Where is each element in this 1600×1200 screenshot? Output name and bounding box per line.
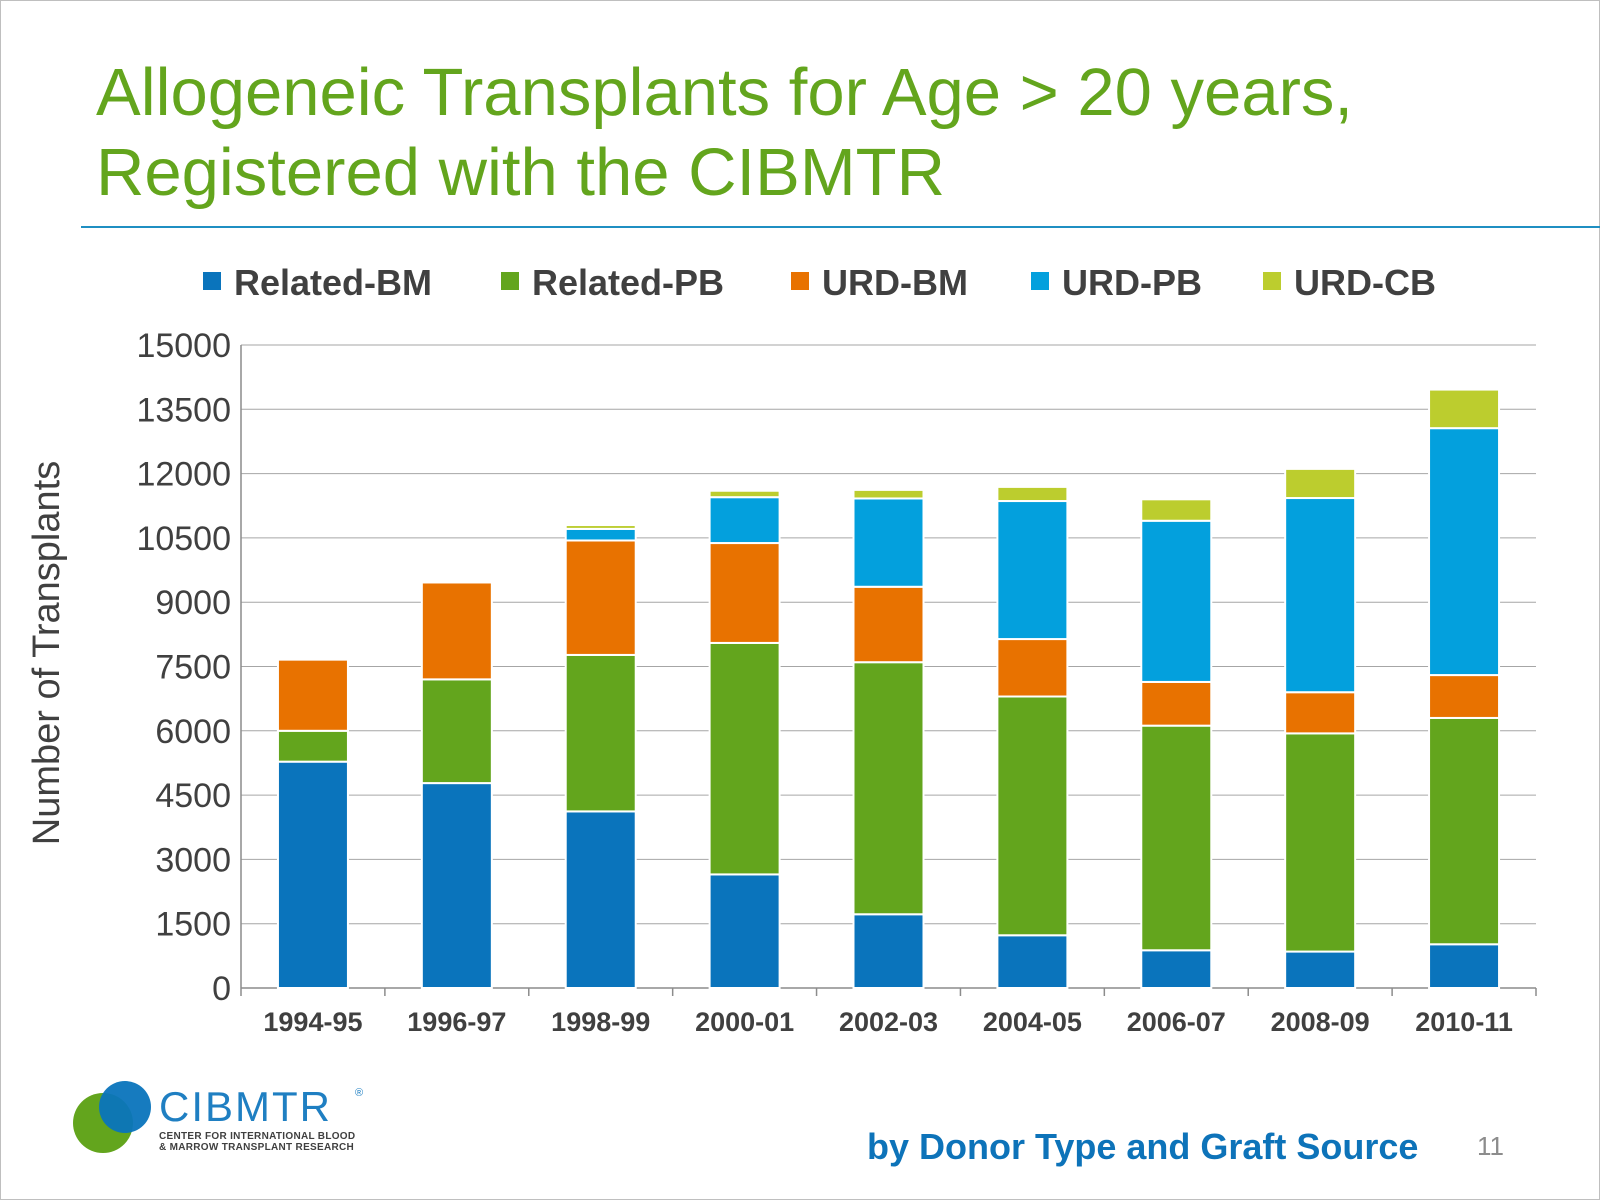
- bar-related-bm-1996-97: [420, 782, 493, 990]
- bar-urd-bm-1994-95: [276, 658, 349, 732]
- bar-related-pb-2000-01: [708, 641, 781, 876]
- y-tick-label: 10500: [136, 520, 231, 558]
- logo-subtext-line-1: CENTER FOR INTERNATIONAL BLOOD: [159, 1131, 356, 1142]
- legend-swatch-related-pb: [501, 272, 519, 290]
- legend-swatch-related-bm: [203, 272, 221, 290]
- bar-urd-bm-2006-07: [1140, 680, 1213, 727]
- x-tick-label: 2006-07: [1127, 1007, 1226, 1037]
- bar-related-pb-1998-99: [564, 653, 637, 813]
- bar-urd-bm-2010-11: [1428, 674, 1501, 719]
- logo-subtext-line-2: & MARROW TRANSPLANT RESEARCH: [159, 1142, 355, 1153]
- bar-urd-cb-2006-07: [1140, 498, 1213, 522]
- legend-label-urd-bm: URD-BM: [822, 262, 968, 303]
- x-tick-label: 2008-09: [1271, 1007, 1370, 1037]
- bar-urd-bm-2000-01: [708, 542, 781, 644]
- bar-related-bm-2010-11: [1428, 943, 1501, 989]
- bar-urd-bm-2008-09: [1284, 691, 1357, 735]
- x-tick-label: 2010-11: [1415, 1007, 1513, 1037]
- bar-related-bm-2002-03: [852, 913, 925, 990]
- bar-related-pb-1994-95: [276, 729, 349, 763]
- bar-urd-cb-2000-01: [708, 489, 781, 499]
- bar-related-bm-1998-99: [564, 810, 637, 990]
- slide-title-line-2: Registered with the CIBMTR: [96, 135, 945, 210]
- legend-swatch-urd-bm: [791, 272, 809, 290]
- x-tick-label: 2004-05: [983, 1007, 1082, 1037]
- bar-urd-pb-2010-11: [1428, 427, 1501, 677]
- bar-related-bm-2000-01: [708, 873, 781, 989]
- x-tick-label: 1994-95: [263, 1007, 362, 1037]
- page-number: 11: [1477, 1131, 1504, 1161]
- bar-urd-pb-2002-03: [852, 497, 925, 588]
- slide-title-line-1: Allogeneic Transplants for Age > 20 year…: [96, 55, 1354, 130]
- legend-swatch-urd-cb: [1263, 272, 1281, 290]
- bar-urd-pb-2008-09: [1284, 497, 1357, 694]
- bar-urd-bm-1996-97: [420, 581, 493, 681]
- bar-urd-cb-2004-05: [996, 485, 1069, 503]
- bar-related-pb-1996-97: [420, 678, 493, 785]
- y-axis-title: Number of Transplants: [26, 461, 68, 845]
- bar-related-bm-2006-07: [1140, 949, 1213, 990]
- legend-label-related-pb: Related-PB: [532, 262, 724, 303]
- bar-urd-cb-2008-09: [1284, 467, 1357, 500]
- bar-urd-pb-1998-99: [564, 527, 637, 542]
- bar-urd-bm-2004-05: [996, 638, 1069, 698]
- y-tick-label: 4500: [155, 777, 231, 815]
- slide-title: Allogeneic Transplants for Age > 20 year…: [96, 53, 1516, 213]
- bar-related-pb-2008-09: [1284, 732, 1357, 953]
- legend-swatch-urd-pb: [1031, 272, 1049, 290]
- y-tick-label: 12000: [136, 456, 231, 494]
- bar-related-bm-2008-09: [1284, 950, 1357, 990]
- bar-related-pb-2010-11: [1428, 716, 1501, 946]
- y-tick-label: 0: [212, 970, 231, 1008]
- bar-related-bm-2004-05: [996, 934, 1069, 989]
- bar-urd-cb-2010-11: [1428, 388, 1501, 430]
- slide-subtitle: by Donor Type and Graft Source: [867, 1126, 1419, 1167]
- x-tick-label: 1998-99: [551, 1007, 650, 1037]
- logo-subtext: CENTER FOR INTERNATIONAL BLOOD & MARROW …: [159, 1131, 355, 1153]
- legend-label-related-bm: Related-BM: [234, 262, 432, 303]
- bar-urd-bm-2002-03: [852, 585, 925, 664]
- y-tick-label: 13500: [136, 391, 231, 429]
- y-tick-label: 6000: [155, 713, 231, 751]
- bar-related-pb-2004-05: [996, 695, 1069, 937]
- y-tick-label: 3000: [155, 841, 231, 879]
- y-tick-label: 15000: [136, 327, 231, 365]
- cibmtr-logo: CIBMTR ® CENTER FOR INTERNATIONAL BLOOD …: [71, 1073, 391, 1173]
- bar-related-pb-2002-03: [852, 661, 925, 916]
- x-tick-label: 1996-97: [407, 1007, 506, 1037]
- bar-urd-bm-1998-99: [564, 539, 637, 656]
- logo-wordmark: CIBMTR: [159, 1083, 332, 1130]
- y-tick-label: 7500: [155, 649, 231, 687]
- logo-registered-mark: ®: [355, 1087, 364, 1099]
- logo-circles-icon: [73, 1081, 151, 1153]
- legend-label-urd-pb: URD-PB: [1062, 262, 1202, 303]
- stacked-bar-chart: 0 1500 3000 4500 6000 7500 9000 10500 12000 13500…: [26, 262, 1537, 1037]
- bar-urd-pb-2004-05: [996, 500, 1069, 641]
- x-tick-label: 2000-01: [695, 1007, 794, 1037]
- bar-related-pb-2006-07: [1140, 724, 1213, 952]
- bar-urd-cb-2002-03: [852, 488, 925, 500]
- x-tick-label: 2002-03: [839, 1007, 938, 1037]
- bar-urd-pb-2006-07: [1140, 519, 1213, 683]
- bar-related-bm-1994-95: [276, 760, 349, 989]
- y-tick-label: 1500: [155, 906, 231, 944]
- bar-urd-cb-1998-99: [564, 524, 637, 530]
- title-divider: [81, 226, 1600, 228]
- bar-urd-pb-2000-01: [708, 496, 781, 545]
- y-tick-label: 9000: [155, 584, 231, 622]
- legend-label-urd-cb: URD-CB: [1294, 262, 1436, 303]
